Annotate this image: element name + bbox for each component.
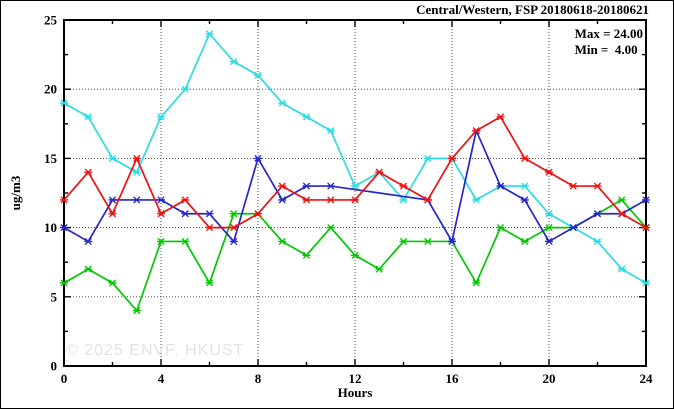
svg-text:20: 20 xyxy=(44,82,57,97)
x-axis-label: Hours xyxy=(337,385,373,400)
plot-frame xyxy=(63,19,647,367)
blue-series xyxy=(60,127,650,246)
y-axis-label: ug/m3 xyxy=(8,175,23,211)
svg-text:0: 0 xyxy=(61,371,68,386)
max-value-label: Max = 24.00 xyxy=(574,26,643,41)
svg-text:24: 24 xyxy=(640,371,654,386)
chart-title: Central/Western, FSP 20180618-20180621 xyxy=(416,2,649,17)
stats-legend: Max = 24.00 Min = 4.00 xyxy=(575,26,643,58)
tick-labels: 0 4 8 12 16 20 24 0 5 10 15 20 25 xyxy=(44,13,653,387)
svg-text:15: 15 xyxy=(44,151,58,166)
red-series xyxy=(60,113,650,232)
svg-text:4: 4 xyxy=(158,371,165,386)
min-value-label: Min = 4.00 xyxy=(574,42,638,57)
svg-text:0: 0 xyxy=(51,359,58,374)
svg-text:5: 5 xyxy=(51,289,58,304)
gridlines xyxy=(64,20,646,366)
svg-text:10: 10 xyxy=(44,220,57,235)
svg-text:25: 25 xyxy=(44,13,58,28)
svg-text:12: 12 xyxy=(349,371,362,386)
svg-text:20: 20 xyxy=(543,371,556,386)
svg-text:16: 16 xyxy=(446,371,460,386)
svg-text:8: 8 xyxy=(255,371,262,386)
watermark: © 2025 ENVF, HKUST xyxy=(66,342,245,359)
